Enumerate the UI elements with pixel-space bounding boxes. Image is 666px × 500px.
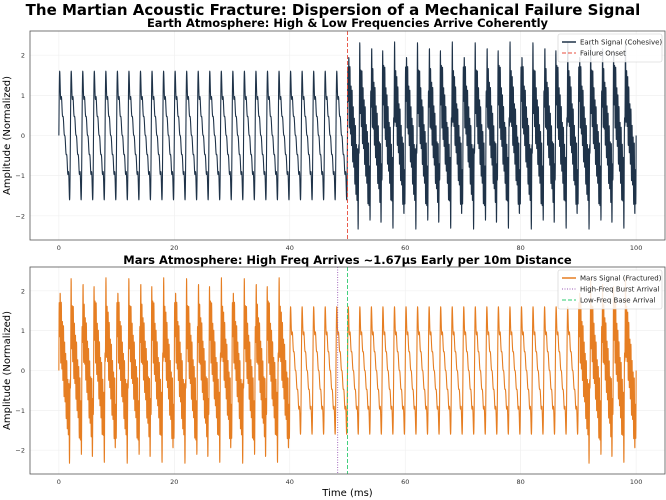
chart-title: Mars Atmosphere: High Freq Arrives ~1.67…	[123, 253, 572, 267]
y-tick-label: −2	[15, 212, 25, 220]
x-tick-label: 60	[401, 478, 409, 486]
x-tick-label: 20	[170, 478, 178, 486]
y-tick-label: 2	[21, 287, 25, 295]
legend-box	[557, 33, 663, 63]
legend-box	[557, 269, 663, 310]
legend-entry: Mars Signal (Fractured)	[580, 275, 662, 283]
y-axis-label: Amplitude (Normalized)	[2, 76, 13, 195]
legend-entry: High-Freq Burst Arrival	[580, 286, 659, 294]
x-tick-label: 40	[286, 244, 294, 252]
x-tick-label: 0	[57, 478, 61, 486]
y-tick-label: −1	[15, 407, 25, 415]
y-tick-label: 0	[21, 132, 25, 140]
chart-title: Earth Atmosphere: High & Low Frequencies…	[147, 16, 549, 30]
y-axis-label: Amplitude (Normalized)	[2, 311, 13, 430]
y-tick-label: 0	[21, 367, 25, 375]
legend: Mars Signal (Fractured) High-Freq Burst A…	[557, 269, 663, 310]
x-tick-label: 80	[517, 244, 525, 252]
x-tick-label: 0	[57, 244, 61, 252]
x-axis-label: Time (ms)	[321, 488, 373, 499]
legend-entry: Earth Signal (Cohesive)	[580, 39, 662, 47]
x-tick-label: 20	[170, 244, 178, 252]
x-tick-label: 80	[517, 478, 525, 486]
y-tick-label: 1	[21, 92, 25, 100]
legend-entry: Failure Onset	[580, 50, 626, 58]
y-tick-label: −1	[15, 172, 25, 180]
axes-frame	[29, 30, 666, 241]
legend-entry: Low-Freq Base Arrival	[580, 297, 656, 305]
x-tick-label: 60	[401, 244, 409, 252]
y-tick-label: −2	[15, 447, 25, 455]
y-tick-label: 1	[21, 327, 25, 335]
x-tick-label: 100	[630, 244, 642, 252]
figure-title: The Martian Acoustic Fracture: Dispersio…	[25, 1, 641, 19]
x-tick-label: 100	[630, 478, 642, 486]
y-tick-label: 2	[21, 52, 25, 60]
chart-panel-2: Mars Atmosphere: High Freq Arrives ~1.67…	[2, 253, 666, 499]
legend: Earth Signal (Cohesive) Failure Onset	[557, 33, 663, 63]
x-tick-label: 40	[286, 478, 294, 486]
axes-frame	[29, 266, 666, 475]
chart-panel-1: Earth Atmosphere: High & Low Frequencies…	[2, 16, 666, 252]
